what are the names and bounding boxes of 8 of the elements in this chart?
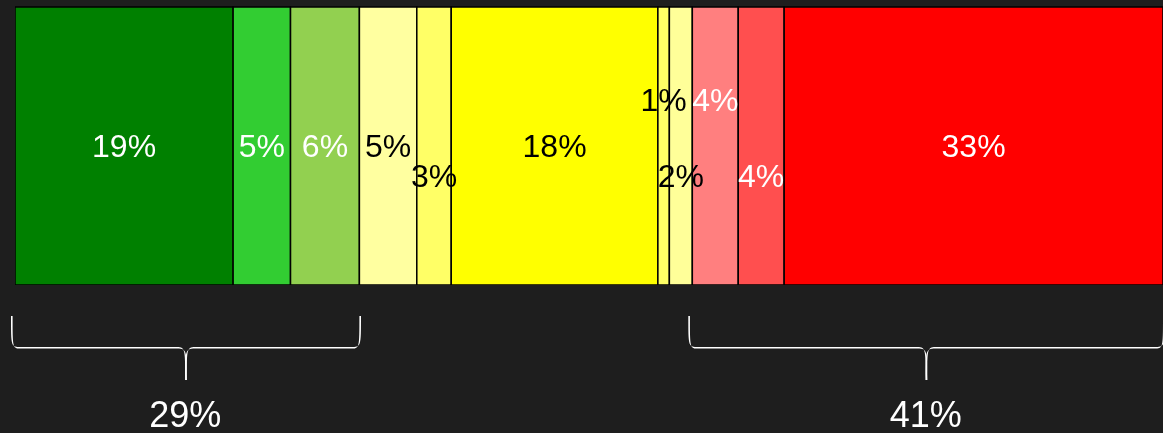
data-label: 5% bbox=[238, 128, 285, 164]
data-label: 6% bbox=[301, 128, 349, 164]
data-label: 5% bbox=[364, 128, 412, 164]
text: 29% bbox=[149, 393, 222, 433]
text: 41% bbox=[889, 393, 962, 433]
data-label: 33% bbox=[941, 128, 1006, 164]
data-label: 18% bbox=[522, 128, 587, 164]
data-label: 19% bbox=[92, 128, 157, 164]
